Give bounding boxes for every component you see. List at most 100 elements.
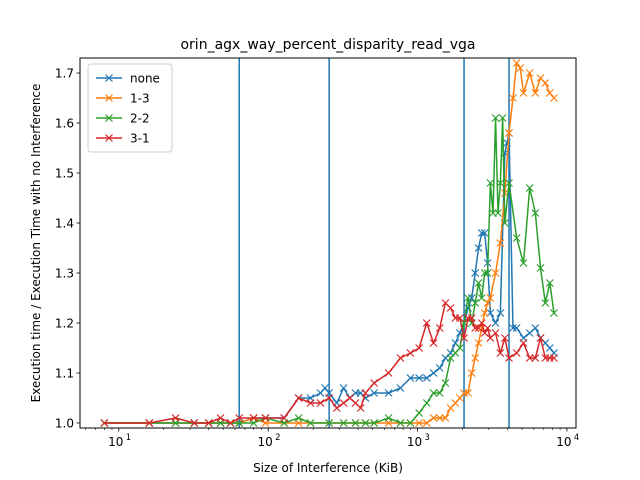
point-marker [512, 59, 521, 67]
point-marker [467, 294, 476, 302]
point-marker [429, 389, 438, 397]
point-marker [486, 309, 495, 317]
point-marker [216, 414, 225, 422]
point-marker [464, 389, 472, 397]
point-marker [226, 419, 235, 427]
point-marker [480, 229, 489, 237]
point-marker [455, 314, 464, 322]
point-marker [525, 354, 534, 362]
y-tick-label: 1.4 [55, 217, 74, 231]
legend-item-3-1: 3-1 [96, 132, 150, 146]
y-tick-label: 1.1 [55, 367, 74, 381]
chart-title: orin_agx_way_percent_disparity_read_vga [180, 37, 475, 53]
point-marker [505, 179, 513, 187]
legend-marker [105, 74, 113, 82]
point-marker [498, 114, 507, 122]
point-marker [531, 354, 540, 362]
point-marker [429, 369, 438, 377]
point-marker [503, 139, 511, 147]
legend-item-2-2: 2-2 [96, 112, 150, 126]
vertical-lines [238, 58, 510, 428]
point-marker [306, 399, 315, 407]
point-marker [483, 299, 492, 307]
point-marker [512, 234, 521, 242]
point-marker [505, 354, 513, 362]
point-marker [525, 69, 534, 77]
point-marker [370, 389, 379, 397]
point-marker [500, 334, 509, 342]
point-marker [550, 309, 558, 317]
y-tick-label: 1.6 [55, 117, 74, 131]
x-tick-exponent: 4 [574, 433, 579, 443]
point-marker [545, 279, 554, 287]
point-marker [145, 419, 154, 427]
point-marker [441, 379, 450, 387]
point-marker [512, 349, 521, 357]
legend-label: 3-1 [130, 132, 150, 146]
point-marker [474, 324, 483, 332]
point-marker [496, 309, 505, 317]
point-marker [361, 419, 370, 427]
point-marker [477, 319, 486, 327]
point-marker [500, 219, 509, 227]
point-marker [494, 209, 502, 217]
legend-label: 1-3 [130, 92, 150, 106]
point-marker [512, 324, 521, 332]
point-marker [486, 179, 495, 187]
point-marker [496, 239, 505, 247]
point-marker [396, 384, 405, 392]
point-marker [384, 389, 393, 397]
point-marker [464, 314, 472, 322]
x-tick-label: 10 [407, 435, 422, 449]
point-marker [509, 324, 517, 332]
point-marker [370, 379, 379, 387]
point-marker [325, 394, 334, 402]
point-marker [429, 339, 438, 347]
point-marker [384, 369, 393, 377]
point-marker [519, 259, 528, 267]
point-marker [429, 414, 438, 422]
point-marker [471, 354, 480, 362]
point-marker [491, 269, 500, 277]
point-marker [339, 399, 348, 407]
y-axis-title: Execution time / Execution Time with no … [29, 84, 43, 403]
y-axis-ticks: 1.0 1.1 1.2 1.3 1.4 1.5 1.6 1.7 [55, 67, 80, 431]
point-marker [415, 344, 424, 352]
y-tick-label: 1.3 [55, 267, 74, 281]
point-marker [249, 414, 258, 422]
point-marker [435, 389, 444, 397]
point-marker [455, 344, 464, 352]
legend-label: 2-2 [130, 112, 150, 126]
point-marker [339, 384, 348, 392]
y-tick-label: 1.7 [55, 67, 74, 81]
legend-box [87, 63, 173, 153]
x-axis-ticks: 10 1 10 2 10 3 10 4 [85, 428, 579, 449]
point-marker [435, 324, 444, 332]
legend: none 1-3 2-2 3-1 [87, 63, 173, 153]
point-marker [531, 209, 540, 217]
point-marker [384, 414, 393, 422]
point-marker [415, 374, 424, 382]
point-marker [435, 414, 444, 422]
point-marker [422, 419, 431, 427]
series-layer [100, 59, 558, 427]
point-marker [471, 269, 480, 277]
point-marker [415, 419, 424, 427]
point-marker [531, 89, 540, 97]
point-marker [550, 94, 558, 102]
point-marker [441, 414, 450, 422]
point-marker [483, 324, 492, 332]
point-marker [422, 399, 431, 407]
legend-label: none [130, 72, 160, 86]
point-marker [491, 319, 500, 327]
point-marker [541, 79, 550, 87]
series-line-3-1 [104, 302, 554, 424]
point-marker [536, 264, 545, 272]
point-marker [474, 244, 483, 252]
point-marker [294, 414, 303, 422]
point-marker [531, 324, 540, 332]
point-marker [491, 114, 500, 122]
point-marker [477, 229, 486, 237]
legend-item-1-3: 1-3 [96, 92, 150, 106]
